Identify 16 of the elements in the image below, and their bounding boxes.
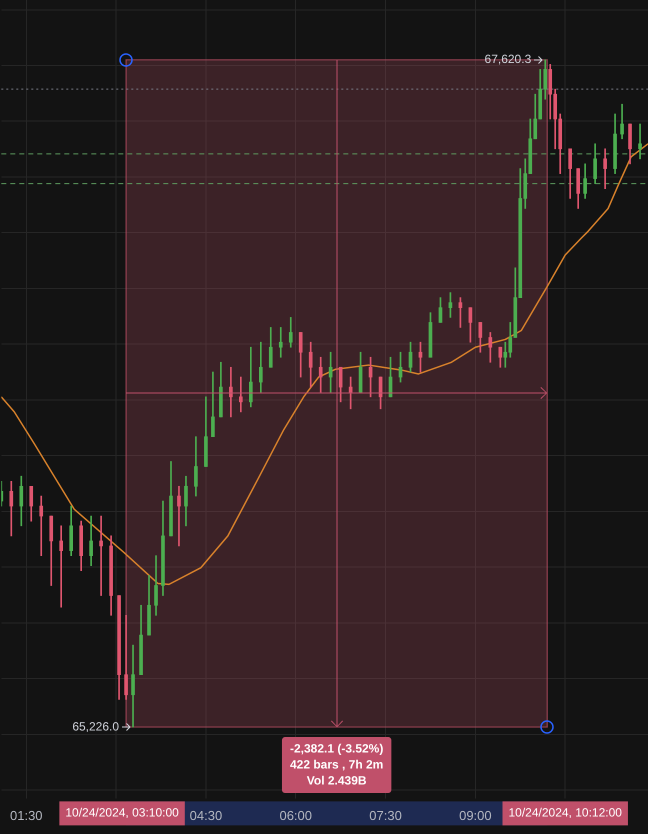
text: 10/24/2024, 03:10:00	[65, 806, 180, 820]
x-tick-label: 06:00	[279, 808, 312, 823]
x-tick-label: 07:30	[369, 808, 402, 823]
annotation: 65,226.0	[72, 719, 120, 734]
annotation: Vol 2.439B	[306, 773, 367, 788]
annotation: 422 bars , 7h 2m	[290, 757, 384, 772]
candlestick	[418, 342, 422, 372]
text: 10/24/2024, 10:12:00	[508, 806, 622, 820]
x-tick-label: 01:30	[10, 808, 43, 823]
annotation: 67,620.3	[484, 52, 532, 66]
x-tick-label: 04:30	[190, 808, 222, 823]
candlestick	[131, 644, 135, 728]
x-tick-label: 09:00	[459, 808, 492, 823]
candlestick	[638, 124, 642, 160]
annotation: -2,382.1 (-3.52%)	[290, 741, 384, 756]
candlestick	[177, 486, 181, 546]
